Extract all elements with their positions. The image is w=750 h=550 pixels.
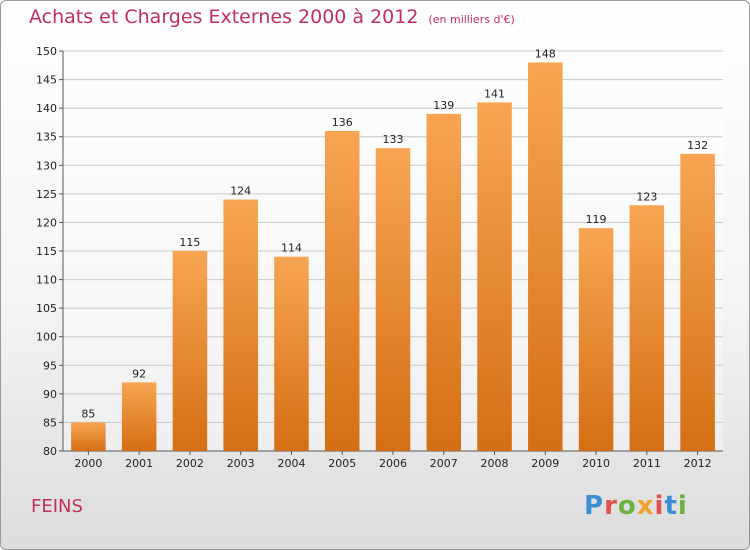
y-tick-label: 105 bbox=[36, 302, 57, 315]
x-tick-label: 2001 bbox=[125, 457, 153, 470]
x-tick-label: 2004 bbox=[277, 457, 305, 470]
bar-value-label: 123 bbox=[636, 190, 657, 203]
bar bbox=[528, 62, 563, 452]
logo-letter: i bbox=[654, 491, 665, 521]
bar-value-label: 136 bbox=[332, 116, 353, 129]
logo-letter: P bbox=[584, 491, 605, 521]
bar bbox=[324, 131, 360, 451]
bar-value-label: 132 bbox=[687, 139, 708, 152]
x-tick-label: 2011 bbox=[633, 457, 661, 470]
title-text: Achats et Charges Externes 2000 à 2012 bbox=[29, 6, 419, 28]
logo-letter: r bbox=[604, 491, 618, 521]
x-tick-label: 2009 bbox=[531, 457, 559, 470]
y-tick-label: 140 bbox=[36, 102, 57, 115]
bar-value-label: 119 bbox=[586, 213, 607, 226]
logo-letter: t bbox=[664, 491, 678, 521]
bar bbox=[172, 251, 208, 451]
y-tick-label: 90 bbox=[43, 388, 57, 401]
y-tick-label: 135 bbox=[36, 131, 57, 144]
x-tick-label: 2006 bbox=[379, 457, 407, 470]
bar-value-label: 85 bbox=[81, 407, 95, 420]
bar bbox=[629, 205, 665, 451]
y-tick-label: 120 bbox=[36, 216, 57, 229]
bar-value-label: 139 bbox=[433, 99, 454, 112]
logo-letter: o bbox=[617, 491, 637, 521]
bar bbox=[121, 382, 157, 451]
y-tick-label: 115 bbox=[36, 245, 57, 258]
chart-title: Achats et Charges Externes 2000 à 2012 (e… bbox=[29, 6, 515, 28]
logo-letter: x bbox=[636, 491, 655, 521]
x-tick-label: 2002 bbox=[176, 457, 204, 470]
x-tick-label: 2005 bbox=[328, 457, 356, 470]
bar bbox=[426, 113, 462, 451]
bar bbox=[375, 148, 411, 451]
y-tick-label: 145 bbox=[36, 74, 57, 87]
bar bbox=[274, 256, 309, 451]
bar-value-label: 148 bbox=[535, 47, 556, 60]
bar-value-label: 92 bbox=[132, 367, 146, 380]
y-tick-label: 125 bbox=[36, 188, 57, 201]
proxiti-logo: Proxiti bbox=[584, 491, 688, 523]
y-tick-label: 100 bbox=[36, 331, 57, 344]
x-tick-label: 2007 bbox=[430, 457, 458, 470]
x-tick-label: 2010 bbox=[582, 457, 610, 470]
bar bbox=[477, 102, 512, 451]
bar bbox=[680, 153, 715, 451]
bar-value-label: 124 bbox=[230, 185, 251, 198]
bar-value-label: 115 bbox=[179, 236, 200, 249]
x-tick-label: 2000 bbox=[74, 457, 102, 470]
y-tick-label: 95 bbox=[43, 359, 57, 372]
y-tick-label: 150 bbox=[36, 45, 57, 58]
bar bbox=[223, 199, 258, 451]
bar bbox=[578, 228, 614, 451]
bar-value-label: 133 bbox=[383, 133, 404, 146]
x-tick-label: 2008 bbox=[481, 457, 509, 470]
y-tick-label: 110 bbox=[36, 274, 57, 287]
bar-value-label: 141 bbox=[484, 87, 505, 100]
x-tick-label: 2012 bbox=[684, 457, 712, 470]
y-tick-label: 80 bbox=[43, 445, 57, 458]
unit-label: (en milliers d'€) bbox=[428, 13, 515, 26]
logo-letter: i bbox=[677, 491, 688, 521]
x-tick-label: 2003 bbox=[227, 457, 255, 470]
y-tick-label: 85 bbox=[43, 416, 57, 429]
place-name: FEINS bbox=[31, 496, 83, 517]
bar-value-label: 114 bbox=[281, 242, 302, 255]
y-tick-label: 130 bbox=[36, 159, 57, 172]
bar bbox=[71, 422, 106, 451]
